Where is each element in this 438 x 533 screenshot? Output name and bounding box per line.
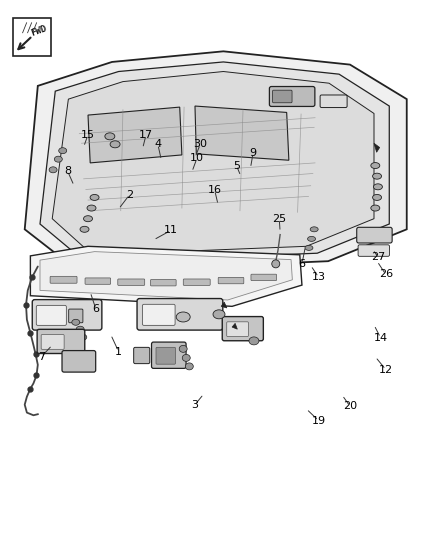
Text: 27: 27: [371, 253, 385, 262]
Ellipse shape: [185, 363, 193, 370]
Text: 3: 3: [191, 400, 198, 410]
FancyBboxPatch shape: [152, 342, 186, 368]
FancyBboxPatch shape: [50, 276, 77, 283]
Ellipse shape: [373, 173, 381, 179]
Ellipse shape: [72, 319, 80, 325]
FancyBboxPatch shape: [320, 95, 347, 108]
Text: 2: 2: [126, 190, 133, 200]
Ellipse shape: [182, 354, 190, 361]
FancyBboxPatch shape: [13, 18, 50, 55]
Ellipse shape: [307, 236, 315, 241]
Text: 13: 13: [311, 272, 325, 282]
Polygon shape: [195, 106, 289, 160]
Text: 1: 1: [115, 346, 122, 357]
FancyBboxPatch shape: [142, 304, 175, 325]
Ellipse shape: [249, 337, 259, 345]
Text: 26: 26: [379, 270, 393, 279]
Text: 15: 15: [81, 130, 95, 140]
Ellipse shape: [84, 216, 92, 222]
FancyBboxPatch shape: [134, 348, 150, 364]
Ellipse shape: [305, 245, 313, 251]
Ellipse shape: [110, 141, 120, 148]
Text: 12: 12: [379, 365, 393, 375]
Text: 9: 9: [250, 148, 257, 158]
Polygon shape: [88, 107, 182, 163]
FancyBboxPatch shape: [251, 274, 276, 280]
Ellipse shape: [371, 163, 380, 168]
FancyBboxPatch shape: [156, 348, 176, 364]
Ellipse shape: [49, 167, 57, 173]
FancyBboxPatch shape: [32, 300, 102, 330]
FancyBboxPatch shape: [37, 329, 85, 353]
Polygon shape: [30, 246, 302, 306]
Text: 5: 5: [233, 160, 240, 171]
FancyBboxPatch shape: [227, 322, 248, 336]
FancyBboxPatch shape: [222, 317, 263, 341]
Ellipse shape: [213, 310, 225, 319]
Text: 17: 17: [139, 130, 153, 140]
Ellipse shape: [374, 184, 382, 190]
Ellipse shape: [79, 334, 87, 340]
Circle shape: [272, 260, 280, 268]
FancyBboxPatch shape: [151, 279, 176, 286]
Text: 20: 20: [343, 401, 357, 411]
Text: 8: 8: [64, 166, 71, 176]
Text: 6: 6: [298, 259, 305, 269]
FancyBboxPatch shape: [41, 335, 64, 349]
Ellipse shape: [105, 133, 115, 140]
Ellipse shape: [179, 345, 187, 352]
Text: 7: 7: [38, 352, 45, 362]
Ellipse shape: [80, 227, 89, 232]
Text: 30: 30: [193, 139, 207, 149]
Polygon shape: [52, 71, 374, 255]
Ellipse shape: [54, 156, 62, 162]
Text: 11: 11: [164, 225, 178, 236]
FancyBboxPatch shape: [218, 277, 244, 284]
Polygon shape: [25, 51, 407, 272]
Text: 4: 4: [154, 139, 162, 149]
FancyBboxPatch shape: [69, 309, 83, 323]
Text: FWD: FWD: [29, 24, 48, 38]
Polygon shape: [40, 62, 389, 262]
Ellipse shape: [310, 227, 318, 232]
Polygon shape: [374, 143, 380, 152]
Ellipse shape: [371, 205, 380, 211]
FancyBboxPatch shape: [269, 86, 315, 107]
Ellipse shape: [373, 195, 381, 200]
FancyBboxPatch shape: [272, 90, 292, 103]
Text: 10: 10: [190, 152, 204, 163]
Ellipse shape: [87, 205, 96, 211]
FancyBboxPatch shape: [85, 278, 111, 284]
FancyBboxPatch shape: [183, 279, 210, 285]
FancyBboxPatch shape: [36, 305, 67, 325]
Polygon shape: [221, 302, 227, 308]
Text: 6: 6: [92, 304, 99, 314]
FancyBboxPatch shape: [358, 245, 389, 256]
Polygon shape: [232, 324, 237, 329]
FancyBboxPatch shape: [357, 227, 392, 243]
FancyBboxPatch shape: [137, 298, 223, 330]
Polygon shape: [40, 252, 292, 300]
Text: 14: 14: [374, 333, 388, 343]
Ellipse shape: [90, 195, 99, 200]
Ellipse shape: [176, 312, 190, 322]
Text: 16: 16: [208, 185, 222, 195]
Text: 19: 19: [311, 416, 325, 425]
FancyBboxPatch shape: [118, 279, 145, 285]
Text: 25: 25: [272, 214, 286, 224]
Ellipse shape: [76, 326, 84, 332]
FancyBboxPatch shape: [62, 351, 95, 372]
Ellipse shape: [59, 148, 67, 154]
